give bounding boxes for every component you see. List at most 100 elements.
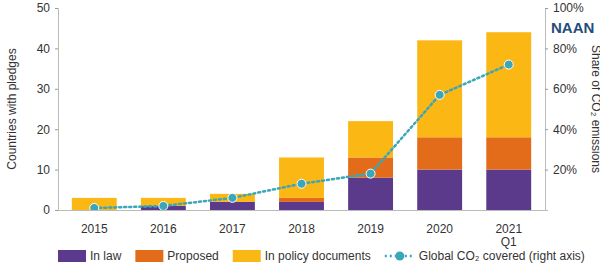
marker [228, 193, 237, 202]
x-tick: 2018 [288, 222, 315, 236]
x-tick-label: 2020 [426, 222, 453, 236]
x-tick-label: 2016 [150, 222, 177, 236]
y-axis-title: Countries with pledges [5, 48, 19, 169]
y2-tick-label: 40% [553, 123, 577, 137]
bar [417, 170, 462, 210]
marker [435, 90, 444, 99]
x-tick-label-line: 2020 [426, 222, 453, 236]
legend-label: In law [90, 249, 122, 263]
y2-tick-mark [545, 129, 548, 130]
bar [486, 137, 531, 169]
y-tick: 40 [37, 42, 58, 56]
y2-tick-label: 80% [553, 42, 577, 56]
x-tick-label-line: 2017 [219, 222, 246, 236]
y-tick-mark [55, 89, 58, 90]
y2-tick-mark [545, 89, 548, 90]
marker [159, 201, 168, 210]
legend-swatch [58, 250, 86, 262]
x-axis: 2015 2016 2017 2018 2019 2020 2021Q1 [59, 211, 546, 249]
marker [90, 203, 99, 210]
bar-series [279, 137, 531, 202]
x-tick-label: 2019 [357, 222, 384, 236]
legend-item: Proposed [135, 249, 218, 263]
y-tick-label: 30 [37, 82, 51, 96]
y2-tick-mark [545, 48, 548, 49]
y-axis: 0 10 20 30 40 50 [37, 1, 59, 217]
y2-tick: 80% [545, 42, 577, 56]
y2-tick: 100% [545, 1, 584, 15]
x-tick: 2019 [357, 222, 384, 236]
x-tick-label-line: 2019 [357, 222, 384, 236]
bar-series [72, 32, 531, 210]
line [94, 65, 508, 208]
legend: In law Proposed In policy documents Global … [58, 249, 585, 263]
marker [504, 60, 513, 69]
x-tick: 2021Q1 [495, 222, 522, 249]
y-tick-mark [55, 48, 58, 49]
legend-label: Proposed [167, 249, 218, 263]
y2-axis-line [546, 9, 549, 211]
legend-label: In policy documents [265, 249, 371, 263]
bar [486, 170, 531, 210]
y-tick: 0 [43, 203, 58, 217]
y2-tick: 40% [545, 123, 577, 137]
y-tick-label: 10 [37, 163, 51, 177]
x-axis-line [59, 210, 546, 211]
x-tick: 2017 [219, 222, 246, 236]
x-tick-label-line: Q1 [501, 235, 517, 249]
y-tick-label: 0 [43, 203, 50, 217]
chart: 0102030405020%40%60%80%100%2015201620172… [0, 0, 600, 272]
y2-tick-mark [545, 170, 548, 171]
y-tick-mark [55, 8, 58, 9]
y-tick: 50 [37, 1, 58, 15]
y2-tick-label: 100% [553, 1, 584, 15]
bar [486, 32, 531, 137]
x-tick-label: 2018 [288, 222, 315, 236]
bar-series [141, 170, 531, 210]
bar [417, 137, 462, 169]
legend-label: Global CO₂ covered (right axis) [419, 249, 585, 263]
y-axis-line [55, 9, 59, 211]
y2-tick-label: 60% [553, 82, 577, 96]
y-tick-mark [55, 170, 58, 171]
y-tick-label: 50 [37, 1, 51, 15]
x-tick-label: 2015 [81, 222, 108, 236]
y-tick: 20 [37, 123, 58, 137]
bar [279, 198, 324, 202]
y-tick: 10 [37, 163, 58, 177]
legend-marker [395, 252, 404, 261]
x-tick: 2016 [150, 222, 177, 236]
y-tick-mark [55, 129, 58, 130]
plot: 0102030405020%40%60%80%100%2015201620172… [37, 1, 584, 248]
x-tick-label-line: 2015 [81, 222, 108, 236]
x-tick: 2015 [81, 222, 108, 236]
bar [210, 202, 255, 210]
y-tick-mark [55, 210, 58, 211]
bar [348, 157, 393, 177]
bar [348, 121, 393, 157]
marker [297, 179, 306, 188]
bar [279, 157, 324, 197]
y-tick-label: 20 [37, 123, 51, 137]
legend-item: Global CO₂ covered (right axis) [385, 249, 585, 263]
x-tick-label-line: 2021 [495, 222, 522, 236]
x-tick-label: 2021Q1 [495, 222, 522, 249]
y2-tick-mark [545, 8, 548, 9]
marks [72, 32, 531, 210]
y2-tick: 20% [545, 163, 577, 177]
marker [366, 169, 375, 178]
bar [348, 178, 393, 210]
y2-tick-label: 20% [553, 163, 577, 177]
x-tick-label-line: 2016 [150, 222, 177, 236]
watermark: NAAN [551, 19, 594, 36]
y2-axis-title: Share of CO₂ emissions [589, 45, 600, 173]
legend-swatch [233, 250, 261, 262]
legend-swatch [135, 250, 163, 262]
y-tick: 30 [37, 82, 58, 96]
x-tick-label: 2017 [219, 222, 246, 236]
x-tick-label-line: 2018 [288, 222, 315, 236]
legend-item: In policy documents [233, 249, 371, 263]
legend-item: In law [58, 249, 122, 263]
y2-tick: 60% [545, 82, 577, 96]
x-tick: 2020 [426, 222, 453, 236]
